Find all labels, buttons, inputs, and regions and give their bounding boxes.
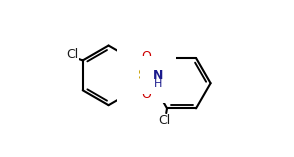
Text: N: N [130, 53, 140, 66]
Text: Cl: Cl [158, 114, 171, 127]
Text: O: O [141, 50, 151, 63]
Text: S: S [138, 68, 148, 82]
Text: O: O [141, 88, 151, 101]
Text: H: H [154, 79, 162, 89]
Text: N: N [153, 69, 163, 81]
Text: Cl: Cl [66, 49, 78, 61]
